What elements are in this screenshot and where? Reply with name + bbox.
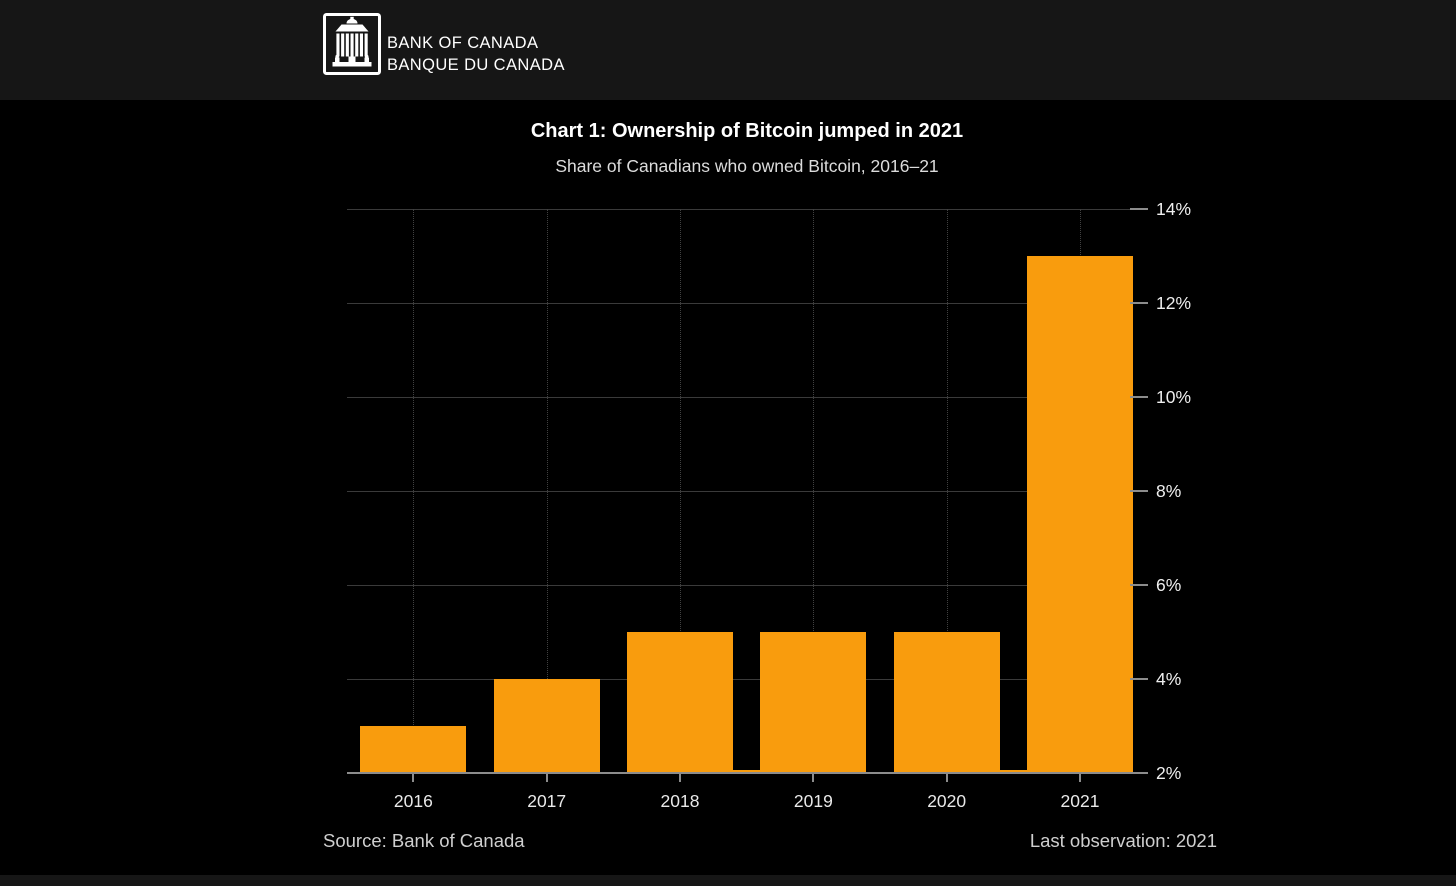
bank-of-canada-logo-icon — [323, 13, 381, 75]
header-band — [0, 0, 1456, 100]
x-axis-line — [346, 772, 1148, 774]
y-tick-10 — [1130, 396, 1148, 398]
x-tick-2019 — [812, 773, 815, 782]
y-tick-2 — [1130, 772, 1148, 774]
x-tick-2018 — [679, 773, 682, 782]
x-tick-2020 — [945, 773, 948, 782]
bank-of-canada-wordmark: BANK OF CANADA BANQUE DU CANADA — [387, 33, 565, 76]
y-tick-4 — [1130, 678, 1148, 680]
wordmark-line-en: BANK OF CANADA — [387, 34, 539, 52]
x-axis-label-2016: 2016 — [393, 791, 433, 811]
y-tick-label-14: 14% — [1156, 199, 1192, 219]
y-gridline-12 — [346, 303, 1130, 304]
chart-subtitle: Share of Canadians who owned Bitcoin, 20… — [555, 156, 939, 176]
bar-2020 — [893, 632, 1000, 773]
y-tick-8 — [1130, 490, 1148, 492]
bar-2017 — [493, 679, 600, 773]
baseline-orange-artifact — [999, 769, 1027, 773]
y-tick-14 — [1130, 208, 1148, 210]
x-gridline-2018 — [680, 209, 682, 773]
bar-2019 — [760, 632, 867, 773]
bar-2018 — [627, 632, 734, 773]
y-tick-label-12: 12% — [1156, 293, 1192, 313]
y-tick-label-4: 4% — [1156, 669, 1182, 689]
y-tick-label-6: 6% — [1156, 575, 1182, 595]
x-tick-2016 — [412, 773, 415, 782]
last-observation-note: Last observation: 2021 — [1029, 830, 1217, 851]
x-axis-label-2019: 2019 — [793, 791, 833, 811]
y-tick-label-2: 2% — [1156, 763, 1182, 783]
y-gridline-6 — [346, 585, 1130, 586]
x-gridline-2020 — [946, 209, 948, 773]
x-tick-2017 — [545, 773, 548, 782]
footer-band — [0, 875, 1456, 886]
x-axis-label-2020: 2020 — [927, 791, 967, 811]
wordmark-line-fr: BANQUE DU CANADA — [387, 55, 565, 74]
y-gridline-4 — [346, 679, 1130, 680]
y-gridline-8 — [346, 491, 1130, 492]
source-note: Source: Bank of Canada — [323, 830, 525, 851]
x-axis-label-2017: 2017 — [527, 791, 567, 811]
bar-2016 — [360, 726, 467, 773]
y-tick-6 — [1130, 584, 1148, 586]
chart-title: Chart 1: Ownership of Bitcoin jumped in … — [530, 120, 964, 142]
x-gridline-2016 — [413, 209, 415, 773]
y-tick-12 — [1130, 302, 1148, 304]
y-tick-label-10: 10% — [1156, 387, 1192, 407]
bar-2021 — [1027, 256, 1133, 773]
x-axis-label-2021: 2021 — [1060, 791, 1100, 811]
y-gridline-10 — [346, 397, 1130, 398]
baseline-orange-artifact — [733, 769, 761, 773]
x-axis-label-2018: 2018 — [660, 791, 700, 811]
y-tick-label-8: 8% — [1156, 481, 1182, 501]
y-gridline-14 — [346, 209, 1130, 210]
x-gridline-2019 — [813, 209, 815, 773]
x-gridline-2017 — [546, 209, 548, 773]
x-tick-2021 — [1079, 773, 1081, 782]
building-icon — [323, 13, 381, 75]
